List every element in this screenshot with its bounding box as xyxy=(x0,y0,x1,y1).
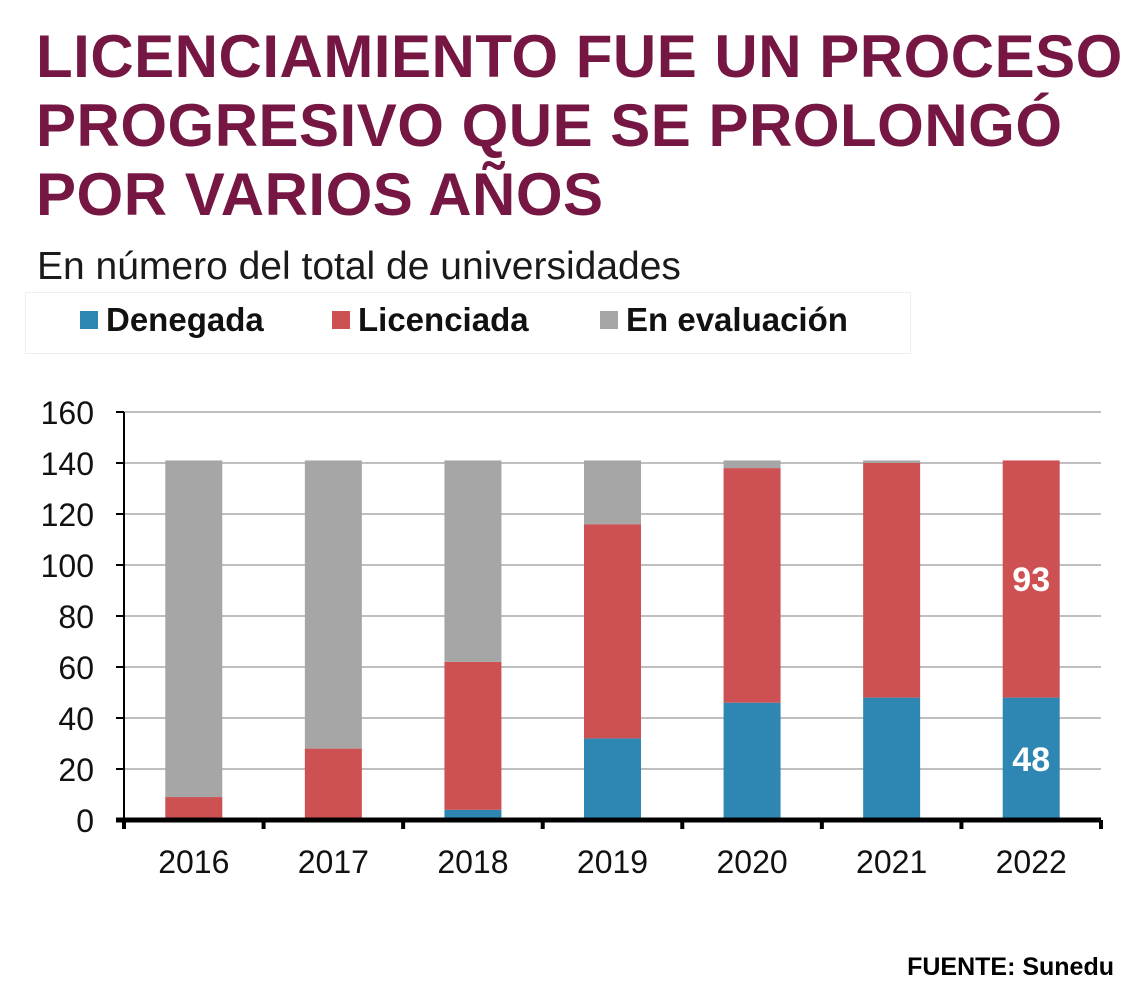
legend-swatch-en-evaluacion xyxy=(600,311,618,329)
y-tick-label: 140 xyxy=(41,446,94,482)
bar-licenciada-2022 xyxy=(1002,460,1060,698)
y-tick-label: 100 xyxy=(41,548,94,584)
y-tick-label: 120 xyxy=(41,497,94,533)
y-tick-label: 80 xyxy=(58,599,94,635)
legend-item-denegada: Denegada xyxy=(80,301,264,339)
bars xyxy=(165,460,1060,820)
legend-label-en-evaluacion: En evaluación xyxy=(626,301,848,338)
bar-licenciada-2019 xyxy=(584,524,641,739)
bar-denegada-2020 xyxy=(723,702,781,820)
bar-licenciada-2017 xyxy=(304,748,362,820)
bar-en-evaluaci-n-2019 xyxy=(584,460,641,525)
y-tick-label: 160 xyxy=(41,395,94,431)
bar-denegada-2021 xyxy=(863,697,921,820)
bar-licenciada-2020 xyxy=(723,468,781,703)
x-tick-label: 2021 xyxy=(856,844,927,880)
bar-licenciada-2018 xyxy=(444,661,502,810)
bar-en-evaluaci-n-2021 xyxy=(863,460,921,463)
axes xyxy=(116,411,1103,829)
x-tick-label: 2017 xyxy=(298,844,369,880)
chart-title: LICENCIAMIENTO FUE UN PROCESO PROGRESIVO… xyxy=(36,23,1123,228)
chart-subtitle: En número del total de universidades xyxy=(37,245,681,288)
bar-denegada-2022 xyxy=(1002,697,1060,820)
x-tick-label: 2019 xyxy=(577,844,648,880)
bar-en-evaluaci-n-2018 xyxy=(444,460,502,662)
data-label: 48 xyxy=(1012,741,1050,779)
bar-licenciada-2021 xyxy=(863,463,921,698)
x-tick-label: 2018 xyxy=(437,844,508,880)
y-tick-label: 20 xyxy=(58,752,94,788)
source-note: FUENTE: Sunedu xyxy=(907,953,1114,981)
legend-item-licenciada: Licenciada xyxy=(332,301,529,339)
legend-item-en-evaluacion: En evaluación xyxy=(600,301,848,339)
legend-swatch-denegada xyxy=(80,311,98,329)
y-tick-label: 40 xyxy=(58,701,94,737)
bar-denegada-2019 xyxy=(584,738,641,820)
data-label: 93 xyxy=(1012,561,1050,599)
x-tick-label: 2022 xyxy=(996,844,1067,880)
legend-label-licenciada: Licenciada xyxy=(358,301,529,338)
bar-denegada-2018 xyxy=(444,809,502,820)
labels: 0 20 40 60 80 100 120 140 160 2016 2017 2018 2019 202… xyxy=(41,395,1067,880)
chart-legend: Denegada Licenciada En evaluación xyxy=(25,292,911,354)
x-tick-label: 2016 xyxy=(158,844,229,880)
bar-en-evaluaci-n-2020 xyxy=(723,460,781,469)
bar-en-evaluaci-n-2017 xyxy=(304,460,362,749)
stacked-bar-chart: 0 20 40 60 80 100 120 140 160 2016 2017 2018 2019 202… xyxy=(41,395,1103,880)
y-tick-label: 60 xyxy=(58,650,94,686)
legend-label-denegada: Denegada xyxy=(106,301,264,338)
y-tick-label: 0 xyxy=(76,803,94,839)
bar-licenciada-2016 xyxy=(165,797,223,820)
bar-en-evaluaci-n-2016 xyxy=(165,460,223,798)
x-tick-label: 2020 xyxy=(716,844,787,880)
legend-swatch-licenciada xyxy=(332,311,350,329)
